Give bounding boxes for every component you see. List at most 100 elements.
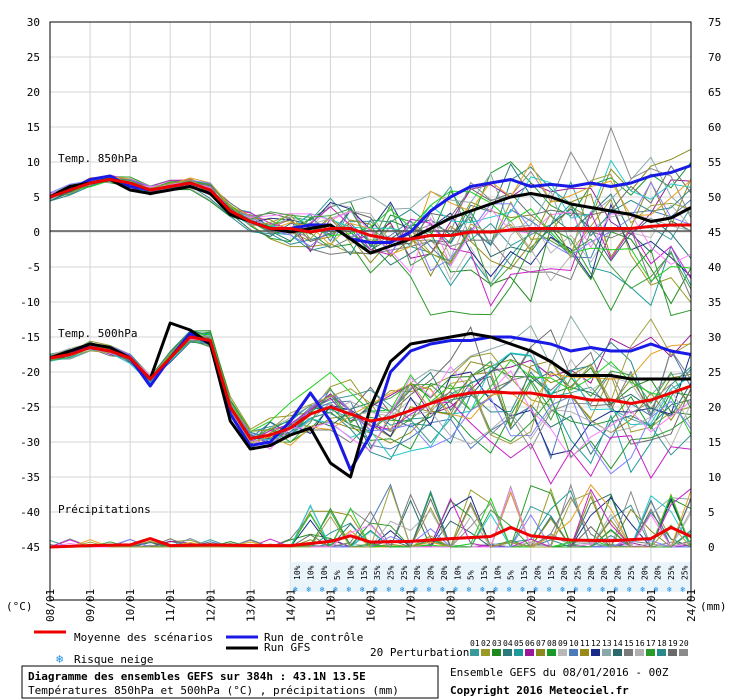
perturbation-swatch — [679, 649, 688, 656]
snow-risk-pct: 25% — [573, 565, 582, 580]
snow-risk-pct: 10% — [346, 565, 355, 580]
perturbation-swatch — [514, 649, 523, 656]
perturbation-swatch — [591, 649, 600, 656]
snow-risk-pct: 20% — [654, 565, 663, 580]
snow-risk-pct: 10% — [293, 565, 302, 580]
snow-risk-pct: 10% — [493, 565, 502, 580]
y-tick-label-left: 5 — [33, 191, 40, 204]
snow-risk-pct: 25% — [387, 565, 396, 580]
snow-risk-pct: 15% — [520, 565, 529, 580]
x-tick-label: 20/01 — [525, 589, 538, 622]
snowflake-icon: ❄ — [680, 585, 685, 594]
perturbation-precip-line — [50, 509, 692, 548]
perturbation-number: 08 — [547, 639, 557, 648]
perturbation-swatch — [646, 649, 655, 656]
legend-perturbations-label: 20 Perturbations — [370, 646, 476, 659]
title-box — [21, 665, 439, 699]
snow-risk-pct: 20% — [600, 565, 609, 580]
snowflake-icon: ❄ — [520, 585, 525, 594]
mean-precip-line — [49, 525, 692, 549]
x-tick-label: 08/01 — [44, 589, 57, 622]
perturbation-line — [49, 165, 692, 247]
x-tick-label: 15/01 — [324, 589, 337, 622]
perturbation-number: 03 — [492, 639, 502, 648]
y-tick-label-left: -30 — [20, 436, 40, 449]
chart-title: Diagramme des ensembles GEFS sur 384h : … — [28, 670, 366, 683]
snow-risk-pct: 20% — [640, 565, 649, 580]
x-axis-labels: 08/01 09/01 10/01 11/01 12/01 13/01 14/01 15/01… — [44, 589, 698, 622]
x-tick-label: 23/01 — [645, 589, 658, 622]
snowflake-icon: ❄ — [533, 585, 538, 594]
perturbation-line — [49, 330, 692, 461]
perturbation-number: 17 — [646, 639, 656, 648]
snowflake-icon: ❄ — [600, 585, 605, 594]
legend-snow-label: Risque neige — [74, 653, 153, 666]
perturbation-swatch — [492, 649, 501, 656]
chart-subtitle: Températures 850hPa et 500hPa (°C) , pré… — [28, 684, 399, 697]
perturbation-number: 18 — [657, 639, 667, 648]
perturbation-swatch — [613, 649, 622, 656]
perturbation-swatch — [624, 649, 633, 656]
perturbation-swatch — [481, 649, 490, 656]
perturbation-swatches: 01 02 03 04 05 06 07 08 09 10 11 12 13 14 15 16 17 18 19 20 — [470, 639, 689, 656]
legend: Moyenne des scénarios Run de contrôle Ru… — [34, 630, 689, 666]
panel-label-850: Temp. 850hPa — [58, 152, 137, 165]
snowflake-icon: ❄ — [387, 585, 392, 594]
y-tick-label-left: 25 — [27, 51, 40, 64]
snow-risk-pct: 10% — [453, 565, 462, 580]
perturbation-number: 11 — [580, 639, 590, 648]
x-tick-label: 21/01 — [565, 589, 578, 622]
snowflake-icon: ❄ — [440, 585, 445, 594]
perturbation-number: 12 — [591, 639, 601, 648]
legend-gfs-label: Run GFS — [264, 641, 310, 654]
x-tick-label: 14/01 — [284, 589, 297, 622]
perturbation-number: 01 — [470, 639, 480, 648]
perturbation-swatch — [668, 649, 677, 656]
snow-risk-pct: 5% — [507, 570, 516, 580]
y-tick-label-left: -20 — [20, 366, 40, 379]
gfs-500hPa-line — [49, 321, 691, 479]
main-series — [49, 164, 692, 549]
perturbation-number: 07 — [536, 639, 546, 648]
copyright: Copyright 2016 Meteociel.fr — [450, 684, 629, 697]
y-tick-label-right: 70 — [708, 51, 721, 64]
y-axis-unit-left: (°C) — [6, 600, 33, 613]
legend-control-label: Run de contrôle — [264, 631, 363, 644]
perturbation-swatch — [470, 649, 479, 656]
run-info: Ensemble GEFS du 08/01/2016 - 00Z — [450, 666, 669, 679]
snowflake-icon: ❄ — [56, 652, 63, 666]
y-tick-label-left: -45 — [20, 541, 40, 554]
y-tick-label-right: 15 — [708, 436, 721, 449]
y-tick-label-right: 65 — [708, 86, 721, 99]
x-tick-label: 09/01 — [84, 589, 97, 622]
snowflake-icon: ❄ — [493, 585, 498, 594]
panel-label-precip: Précipitations — [58, 503, 151, 516]
snowflake-icon: ❄ — [320, 585, 325, 594]
snow-risk-pct: 25% — [400, 565, 409, 580]
snowflake-icon: ❄ — [547, 585, 552, 594]
perturbation-swatch — [569, 649, 578, 656]
snow-risk-bg — [290, 562, 691, 592]
snow-risk-pct: 20% — [587, 565, 596, 580]
perturbation-swatch — [635, 649, 644, 656]
snow-risk-pct: 20% — [614, 565, 623, 580]
snow-risk-bar: 10% ❄ 10% ❄ 10% ❄ 5% ❄ 10% ❄ 15% ❄ 35% ❄ 25% ❄ 25% ❄ 20% ❄ 2… — [290, 562, 691, 594]
snowflake-icon: ❄ — [507, 585, 512, 594]
perturbation-number: 02 — [481, 639, 491, 648]
snow-risk-pct: 20% — [533, 565, 542, 580]
perturbation-number: 19 — [668, 639, 678, 648]
y-tick-label-left: -25 — [20, 401, 40, 414]
y-tick-label-left: 10 — [27, 156, 40, 169]
perturbation-swatch — [657, 649, 666, 656]
perturbation-number: 13 — [602, 639, 612, 648]
plot-frame — [49, 21, 692, 601]
x-tick-label: 22/01 — [605, 589, 618, 622]
snow-risk-pct: 10% — [320, 565, 329, 580]
y-tick-label-left: -5 — [27, 261, 40, 274]
snowflake-icon: ❄ — [306, 585, 311, 594]
x-tick-label: 18/01 — [445, 589, 458, 622]
x-tick-label: 12/01 — [204, 589, 217, 622]
snow-risk-pct: 20% — [440, 565, 449, 580]
snowflake-icon: ❄ — [427, 585, 432, 594]
snow-risk-pct: 5% — [333, 570, 342, 580]
